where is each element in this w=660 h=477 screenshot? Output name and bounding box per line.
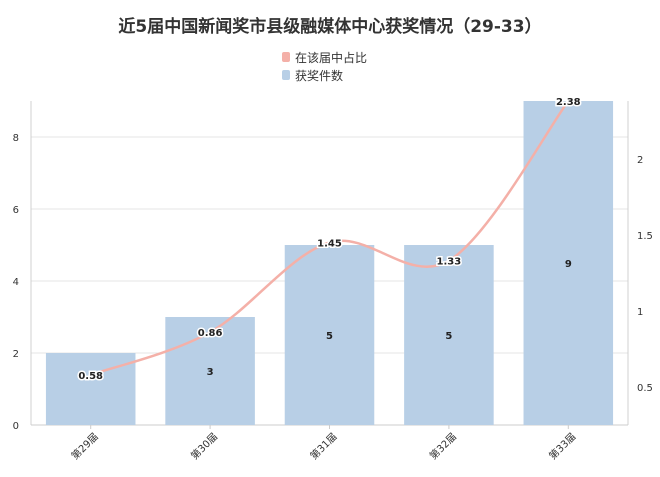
legend-swatch-count [282, 70, 290, 80]
bar-2 [165, 317, 255, 425]
chart-title: 近5届中国新闻奖市县级融媒体中心获奖情况（29-33） [118, 17, 542, 37]
line-data-label: 2.38 [556, 97, 581, 108]
legend-item-count[interactable]: 获奖件数 [282, 66, 367, 84]
legend-label-ratio: 在该届中占比 [295, 50, 368, 65]
right-tick-label: 2 [637, 155, 643, 166]
right-tick-label: 1 [637, 307, 643, 318]
left-tick-label: 2 [13, 349, 19, 360]
legend-swatch-ratio [282, 52, 290, 62]
x-tick-label: 第32届 [427, 430, 459, 462]
bar-data-label: 3 [207, 367, 214, 378]
left-tick-label: 4 [13, 277, 19, 288]
x-tick-label: 第30届 [188, 430, 220, 462]
right-tick-label: 1.5 [637, 231, 653, 242]
bar-5 [523, 101, 614, 425]
legend-item-ratio[interactable]: 在该届中占比 [282, 48, 367, 66]
x-tick-label: 第29届 [68, 430, 100, 462]
left-tick-label: 8 [13, 133, 19, 144]
bar-data-label: 5 [326, 331, 333, 342]
line-data-label: 1.33 [437, 257, 462, 268]
bar-3 [284, 245, 375, 425]
bar-4 [404, 245, 494, 425]
bar-data-label: 5 [445, 331, 452, 342]
line-data-label: 1.45 [317, 238, 342, 249]
line-data-label: 0.58 [78, 371, 103, 382]
bar-1 [45, 353, 136, 425]
left-tick-label: 6 [13, 205, 19, 216]
series-line-ratio [89, 99, 570, 377]
line-data-label: 0.86 [198, 328, 223, 339]
legend-label-count: 获奖件数 [295, 68, 344, 83]
legend: 在该届中占比 获奖件数 [282, 48, 367, 84]
bar-data-label: 9 [565, 259, 572, 270]
x-tick-label: 第31届 [307, 430, 339, 462]
left-tick-label: 0 [13, 421, 19, 432]
x-tick-label: 第33届 [546, 430, 578, 462]
right-tick-label: 0.5 [637, 383, 653, 394]
